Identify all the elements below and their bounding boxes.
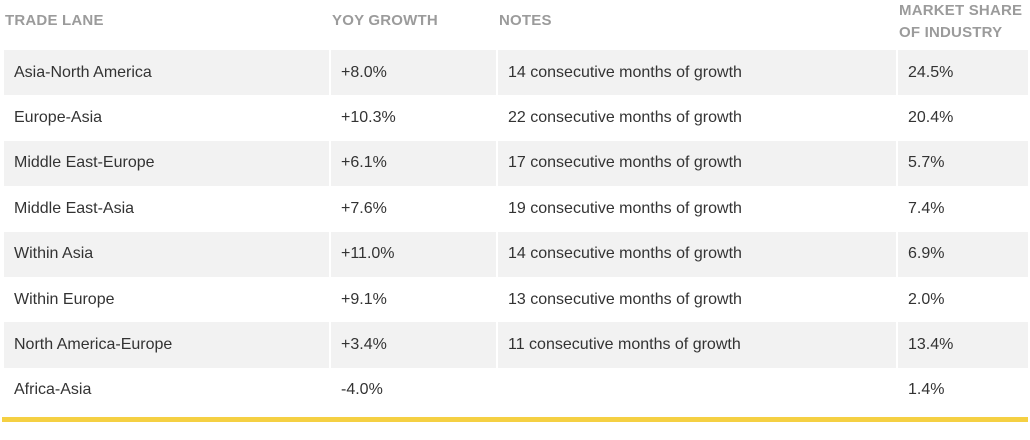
cell-yoy-growth: +6.1% bbox=[331, 140, 498, 187]
cell-yoy-growth: +7.6% bbox=[331, 186, 498, 232]
cell-market-share: 6.9% bbox=[898, 231, 1028, 277]
cell-notes: 19 consecutive months of growth bbox=[498, 186, 898, 232]
table-row: North America-Europe +3.4% 11 consecutive … bbox=[4, 322, 1028, 368]
cell-yoy-growth: +8.0% bbox=[331, 50, 498, 96]
cell-notes bbox=[498, 367, 898, 414]
cell-yoy-growth: +9.1% bbox=[331, 276, 498, 323]
trade-lane-table: TRADE LANE YOY GROWTH NOTES MARKET SHARE… bbox=[4, 0, 1028, 414]
cell-yoy-growth: -4.0% bbox=[331, 367, 498, 414]
table-row: Europe-Asia +10.3% 22 consecutive months o… bbox=[4, 95, 1028, 141]
cell-market-share: 13.4% bbox=[898, 322, 1028, 368]
cell-notes: 14 consecutive months of growth bbox=[498, 50, 898, 96]
cell-market-share: 1.4% bbox=[898, 367, 1028, 414]
cell-notes: 11 consecutive months of growth bbox=[498, 322, 898, 368]
table-header: TRADE LANE YOY GROWTH NOTES MARKET SHARE… bbox=[4, 0, 1028, 50]
cell-trade-lane: Middle East-Europe bbox=[4, 140, 331, 187]
table-row: Middle East-Europe +6.1% 17 consecutive mo… bbox=[4, 140, 1028, 187]
cell-market-share: 20.4% bbox=[898, 95, 1028, 141]
table-row: Within Europe +9.1% 13 consecutive months … bbox=[4, 276, 1028, 323]
table-row: Within Asia +11.0% 14 consecutive months o… bbox=[4, 231, 1028, 277]
bottom-accent-rule bbox=[2, 417, 1028, 422]
cell-market-share: 7.4% bbox=[898, 186, 1028, 232]
cell-trade-lane: Asia-North America bbox=[4, 50, 331, 96]
cell-yoy-growth: +10.3% bbox=[331, 95, 498, 141]
cell-trade-lane: Africa-Asia bbox=[4, 367, 331, 414]
header-notes: NOTES bbox=[499, 12, 552, 29]
cell-yoy-growth: +3.4% bbox=[331, 322, 498, 368]
table-row: Asia-North America +8.0% 14 consecutive mo… bbox=[4, 50, 1028, 96]
table-row: Africa-Asia -4.0% 1.4% bbox=[4, 367, 1028, 414]
cell-notes: 22 consecutive months of growth bbox=[498, 95, 898, 141]
header-market-share: MARKET SHARE OF INDUSTRY bbox=[899, 2, 1023, 41]
table-row: Middle East-Asia +7.6% 19 consecutive mont… bbox=[4, 186, 1028, 232]
cell-notes: 14 consecutive months of growth bbox=[498, 231, 898, 277]
cell-market-share: 2.0% bbox=[898, 276, 1028, 323]
cell-yoy-growth: +11.0% bbox=[331, 231, 498, 277]
cell-trade-lane: North America-Europe bbox=[4, 322, 331, 368]
table-body: Asia-North America +8.0% 14 consecutive mo… bbox=[4, 50, 1028, 414]
header-trade-lane: TRADE LANE bbox=[5, 12, 104, 29]
cell-notes: 17 consecutive months of growth bbox=[498, 140, 898, 187]
header-yoy-growth: YOY GROWTH bbox=[332, 12, 438, 29]
cell-market-share: 24.5% bbox=[898, 50, 1028, 96]
cell-trade-lane: Europe-Asia bbox=[4, 95, 331, 141]
cell-notes: 13 consecutive months of growth bbox=[498, 276, 898, 323]
cell-trade-lane: Within Europe bbox=[4, 276, 331, 323]
cell-trade-lane: Middle East-Asia bbox=[4, 186, 331, 232]
cell-market-share: 5.7% bbox=[898, 140, 1028, 187]
cell-trade-lane: Within Asia bbox=[4, 231, 331, 277]
